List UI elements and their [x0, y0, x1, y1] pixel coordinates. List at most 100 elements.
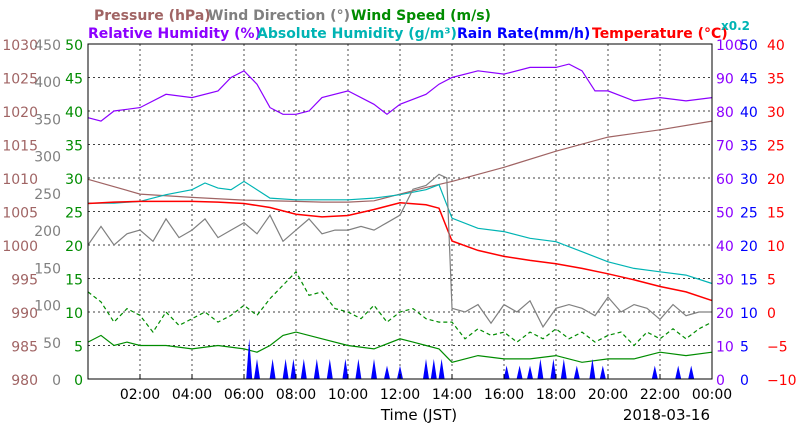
axis-tick-pressure: 1000 [2, 239, 38, 255]
axis-tick-rain: 30 [740, 172, 758, 188]
axis-tick-wind-dir: 0 [52, 373, 61, 389]
axis-tick-wind-speed: 25 [65, 206, 83, 222]
rain-spike [290, 358, 297, 379]
axis-tick-pressure: 990 [11, 306, 38, 322]
legend-row-2: Relative Humidity (%) Absolute Humidity … [88, 19, 750, 42]
legend-wind-speed: Wind Speed (m/s) [351, 8, 491, 24]
rain-spike [269, 358, 276, 379]
axis-tick-rain: 40 [740, 105, 758, 121]
axis-tick-temperature: 15 [767, 206, 785, 222]
rain-spike [438, 358, 445, 379]
legend-wind-direction: Wind Direction (°) [208, 8, 350, 24]
axis-tick-wind-speed: 45 [65, 72, 83, 88]
axis-tick-rain: 10 [740, 306, 758, 322]
axis-tick-wind-dir: 400 [34, 75, 61, 91]
x-tick-label: 12:00 [380, 387, 420, 403]
axis-tick-pressure: 985 [11, 340, 38, 356]
axis-tick-pressure: 995 [11, 273, 38, 289]
x-tick-label: 00:00 [692, 387, 732, 403]
axis-tick-rain: 45 [740, 72, 758, 88]
axis-tick-temperature: −5 [767, 340, 788, 356]
legend-row-1: Pressure (hPa) Wind Direction (°) Wind S… [94, 8, 491, 24]
date-label: 2018-03-16 [623, 406, 710, 424]
series-absolute-humidity-g-m [88, 180, 713, 285]
axis-tick-rain: 25 [740, 206, 758, 222]
series-wind-direction [87, 173, 712, 329]
axis-tick-temperature: 5 [767, 273, 776, 289]
legend-temperature: Temperature (°C) [592, 26, 728, 42]
rain-spike [384, 365, 390, 379]
x-tick-label: 02:00 [120, 387, 160, 403]
rain-spike [355, 358, 362, 379]
rain-spike [430, 358, 437, 379]
axis-tick-rain: 50 [740, 38, 758, 54]
x-tick-label: 18:00 [536, 387, 576, 403]
axis-tick-wind-speed: 5 [74, 340, 83, 356]
axis-tick-pressure: 1025 [2, 72, 38, 88]
series-layer [87, 63, 713, 379]
rain-spike [527, 365, 533, 379]
axis-tick-pressure: 1030 [2, 38, 38, 54]
axis-tick-rh: 90 [716, 72, 734, 88]
rain-spike [282, 358, 289, 379]
axis-tick-pressure: 1020 [2, 105, 38, 121]
series-pressure-hpa [87, 120, 713, 203]
axis-tick-temperature: 25 [767, 139, 785, 155]
axis-tick-temperature: 30 [767, 105, 785, 121]
x-tick-label: 08:00 [276, 387, 316, 403]
axis-tick-wind-speed: 40 [65, 105, 83, 121]
rain-spike [326, 358, 333, 379]
axis-tick-temperature: 0 [767, 306, 776, 322]
x-tick-label: 06:00 [224, 387, 264, 403]
x-tick-label: 22:00 [640, 387, 680, 403]
axis-tick-wind-speed: 0 [74, 373, 83, 389]
axis-tick-wind-speed: 20 [65, 239, 83, 255]
axis-tick-temperature: 40 [767, 38, 785, 54]
axes-layer: 1030102510201015101010051000995990985980… [2, 38, 796, 389]
rain-spike [688, 365, 695, 379]
series-temperature-c [87, 200, 713, 302]
axis-tick-rh: 30 [716, 273, 734, 289]
axis-tick-wind-dir: 300 [34, 150, 61, 166]
legend-relative-humidity: Relative Humidity (%) [88, 26, 261, 42]
series-wind-speed-m-s [87, 331, 713, 363]
axis-tick-wind-dir: 150 [34, 261, 61, 277]
axis-tick-rh: 80 [716, 105, 734, 121]
axis-tick-wind-speed: 15 [65, 273, 83, 289]
rain-spike [254, 358, 260, 379]
x-tick-label: 04:00 [172, 387, 212, 403]
axis-tick-temperature: 20 [767, 172, 785, 188]
rain-spike [423, 358, 429, 379]
axis-tick-wind-speed: 50 [65, 38, 83, 54]
rain-spike [537, 358, 544, 379]
axis-tick-temperature: 35 [767, 72, 785, 88]
x-tick-label: 16:00 [484, 387, 524, 403]
x-axis-label: Time (JST) [380, 406, 457, 424]
axis-tick-rain: 35 [740, 139, 758, 155]
axis-tick-wind-dir: 450 [34, 38, 61, 54]
axis-tick-rh: 40 [716, 239, 734, 255]
rain-spike [675, 365, 682, 379]
axis-tick-pressure: 1005 [2, 206, 38, 222]
axis-tick-rain: 15 [740, 273, 758, 289]
series-wind-speed-gust [87, 270, 713, 347]
rain-spike [573, 365, 580, 379]
axis-tick-wind-dir: 200 [34, 224, 61, 240]
axis-tick-pressure: 980 [11, 373, 38, 389]
axis-tick-wind-dir: 250 [34, 187, 61, 203]
rain-spike [516, 365, 523, 379]
axis-tick-rh: 10 [716, 340, 734, 356]
legend-rain-rate: Rain Rate(mm/h) [457, 26, 590, 42]
rain-spike [246, 338, 253, 379]
axis-tick-pressure: 1010 [2, 172, 38, 188]
axis-tick-pressure: 1015 [2, 139, 38, 155]
axis-tick-rh: 50 [716, 206, 734, 222]
axis-tick-rh: 60 [716, 172, 734, 188]
axis-tick-wind-dir: 350 [34, 112, 61, 128]
rain-spike [651, 365, 658, 379]
axis-tick-wind-speed: 10 [65, 306, 83, 322]
axis-tick-wind-speed: 35 [65, 139, 83, 155]
axis-tick-rh: 100 [716, 38, 743, 54]
axis-tick-rain: 20 [740, 239, 758, 255]
rain-spike [313, 358, 320, 379]
